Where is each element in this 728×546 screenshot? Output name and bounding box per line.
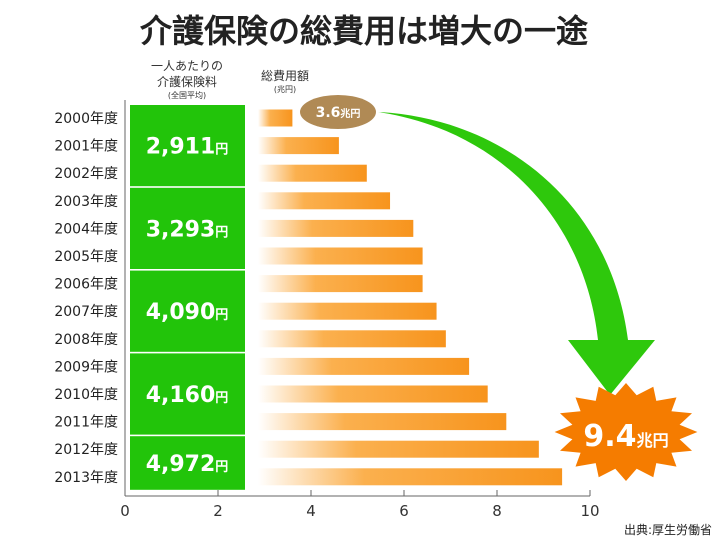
premium-box bbox=[130, 270, 245, 352]
premium-box bbox=[130, 187, 245, 269]
x-tick-label: 0 bbox=[120, 502, 130, 520]
category-label: 2011年度 bbox=[54, 415, 118, 431]
premium-label: 4,160円 bbox=[146, 383, 229, 408]
bar bbox=[258, 219, 414, 237]
bar bbox=[258, 192, 391, 210]
premium-box bbox=[130, 353, 245, 435]
bar bbox=[258, 109, 293, 127]
category-label: 2003年度 bbox=[54, 194, 118, 210]
start-label-unit: 兆円 bbox=[340, 107, 360, 120]
chart-title: 介護保険の総費用は増大の一途 bbox=[139, 12, 588, 50]
premium-unit: 円 bbox=[215, 391, 228, 406]
category-label: 2000年度 bbox=[54, 111, 118, 127]
premium-unit: 円 bbox=[215, 308, 228, 323]
x-tick-label: 4 bbox=[306, 502, 316, 520]
bar bbox=[258, 164, 367, 182]
end-label: 9.4兆円 bbox=[583, 419, 668, 454]
category-label: 2013年度 bbox=[54, 470, 118, 486]
bar bbox=[258, 385, 488, 403]
premium-header-2: 介護保険料 bbox=[157, 74, 217, 89]
premium-unit: 円 bbox=[215, 143, 228, 158]
category-label: 2004年度 bbox=[54, 221, 118, 237]
bar bbox=[258, 413, 507, 431]
bar bbox=[258, 302, 437, 320]
bar bbox=[258, 137, 339, 155]
category-label: 2002年度 bbox=[54, 166, 118, 182]
end-burst bbox=[554, 383, 698, 481]
premium-label: 2,911円 bbox=[146, 135, 229, 160]
premium-unit: 円 bbox=[215, 225, 228, 240]
start-badge bbox=[300, 95, 376, 129]
start-label-value: 3.6 bbox=[316, 105, 341, 121]
premium-label: 3,293円 bbox=[146, 217, 229, 242]
bar bbox=[258, 275, 423, 293]
x-tick-label: 2 bbox=[213, 502, 223, 520]
category-label: 2012年度 bbox=[54, 442, 118, 458]
bar bbox=[258, 247, 423, 265]
x-tick-label: 8 bbox=[492, 502, 502, 520]
category-label: 2009年度 bbox=[54, 359, 118, 375]
category-label: 2007年度 bbox=[54, 304, 118, 320]
x-tick-label: 6 bbox=[399, 502, 409, 520]
premium-label: 4,090円 bbox=[146, 300, 229, 325]
x-tick-label: 10 bbox=[580, 502, 599, 520]
premium-value: 3,293 bbox=[146, 217, 216, 242]
premium-box bbox=[130, 436, 245, 490]
premium-value: 4,972 bbox=[146, 452, 216, 477]
premium-unit: 円 bbox=[215, 460, 228, 475]
premium-value: 4,160 bbox=[146, 383, 216, 408]
bar bbox=[258, 357, 470, 375]
premium-header-3: (全国平均) bbox=[168, 90, 206, 100]
cost-header-1: 総費用額 bbox=[261, 68, 309, 83]
cost-header-2: (兆円) bbox=[274, 84, 296, 94]
premium-label: 4,972円 bbox=[146, 452, 229, 477]
category-label: 2010年度 bbox=[54, 387, 118, 403]
start-label: 3.6兆円 bbox=[316, 105, 361, 121]
category-label: 2001年度 bbox=[54, 139, 118, 155]
bar bbox=[258, 440, 539, 458]
source-note: 出典:厚生労働省 bbox=[624, 523, 712, 537]
growth-arrow bbox=[378, 112, 655, 395]
category-label: 2005年度 bbox=[54, 249, 118, 265]
premium-header-1: 一人あたりの bbox=[151, 59, 223, 73]
premium-value: 4,090 bbox=[146, 300, 216, 325]
end-label-unit: 兆円 bbox=[637, 431, 669, 450]
bar bbox=[258, 330, 446, 348]
bar bbox=[258, 468, 563, 486]
end-label-value: 9.4 bbox=[583, 419, 636, 454]
premium-box bbox=[130, 105, 245, 187]
category-label: 2008年度 bbox=[54, 332, 118, 348]
category-label: 2006年度 bbox=[54, 277, 118, 293]
premium-value: 2,911 bbox=[146, 135, 216, 160]
